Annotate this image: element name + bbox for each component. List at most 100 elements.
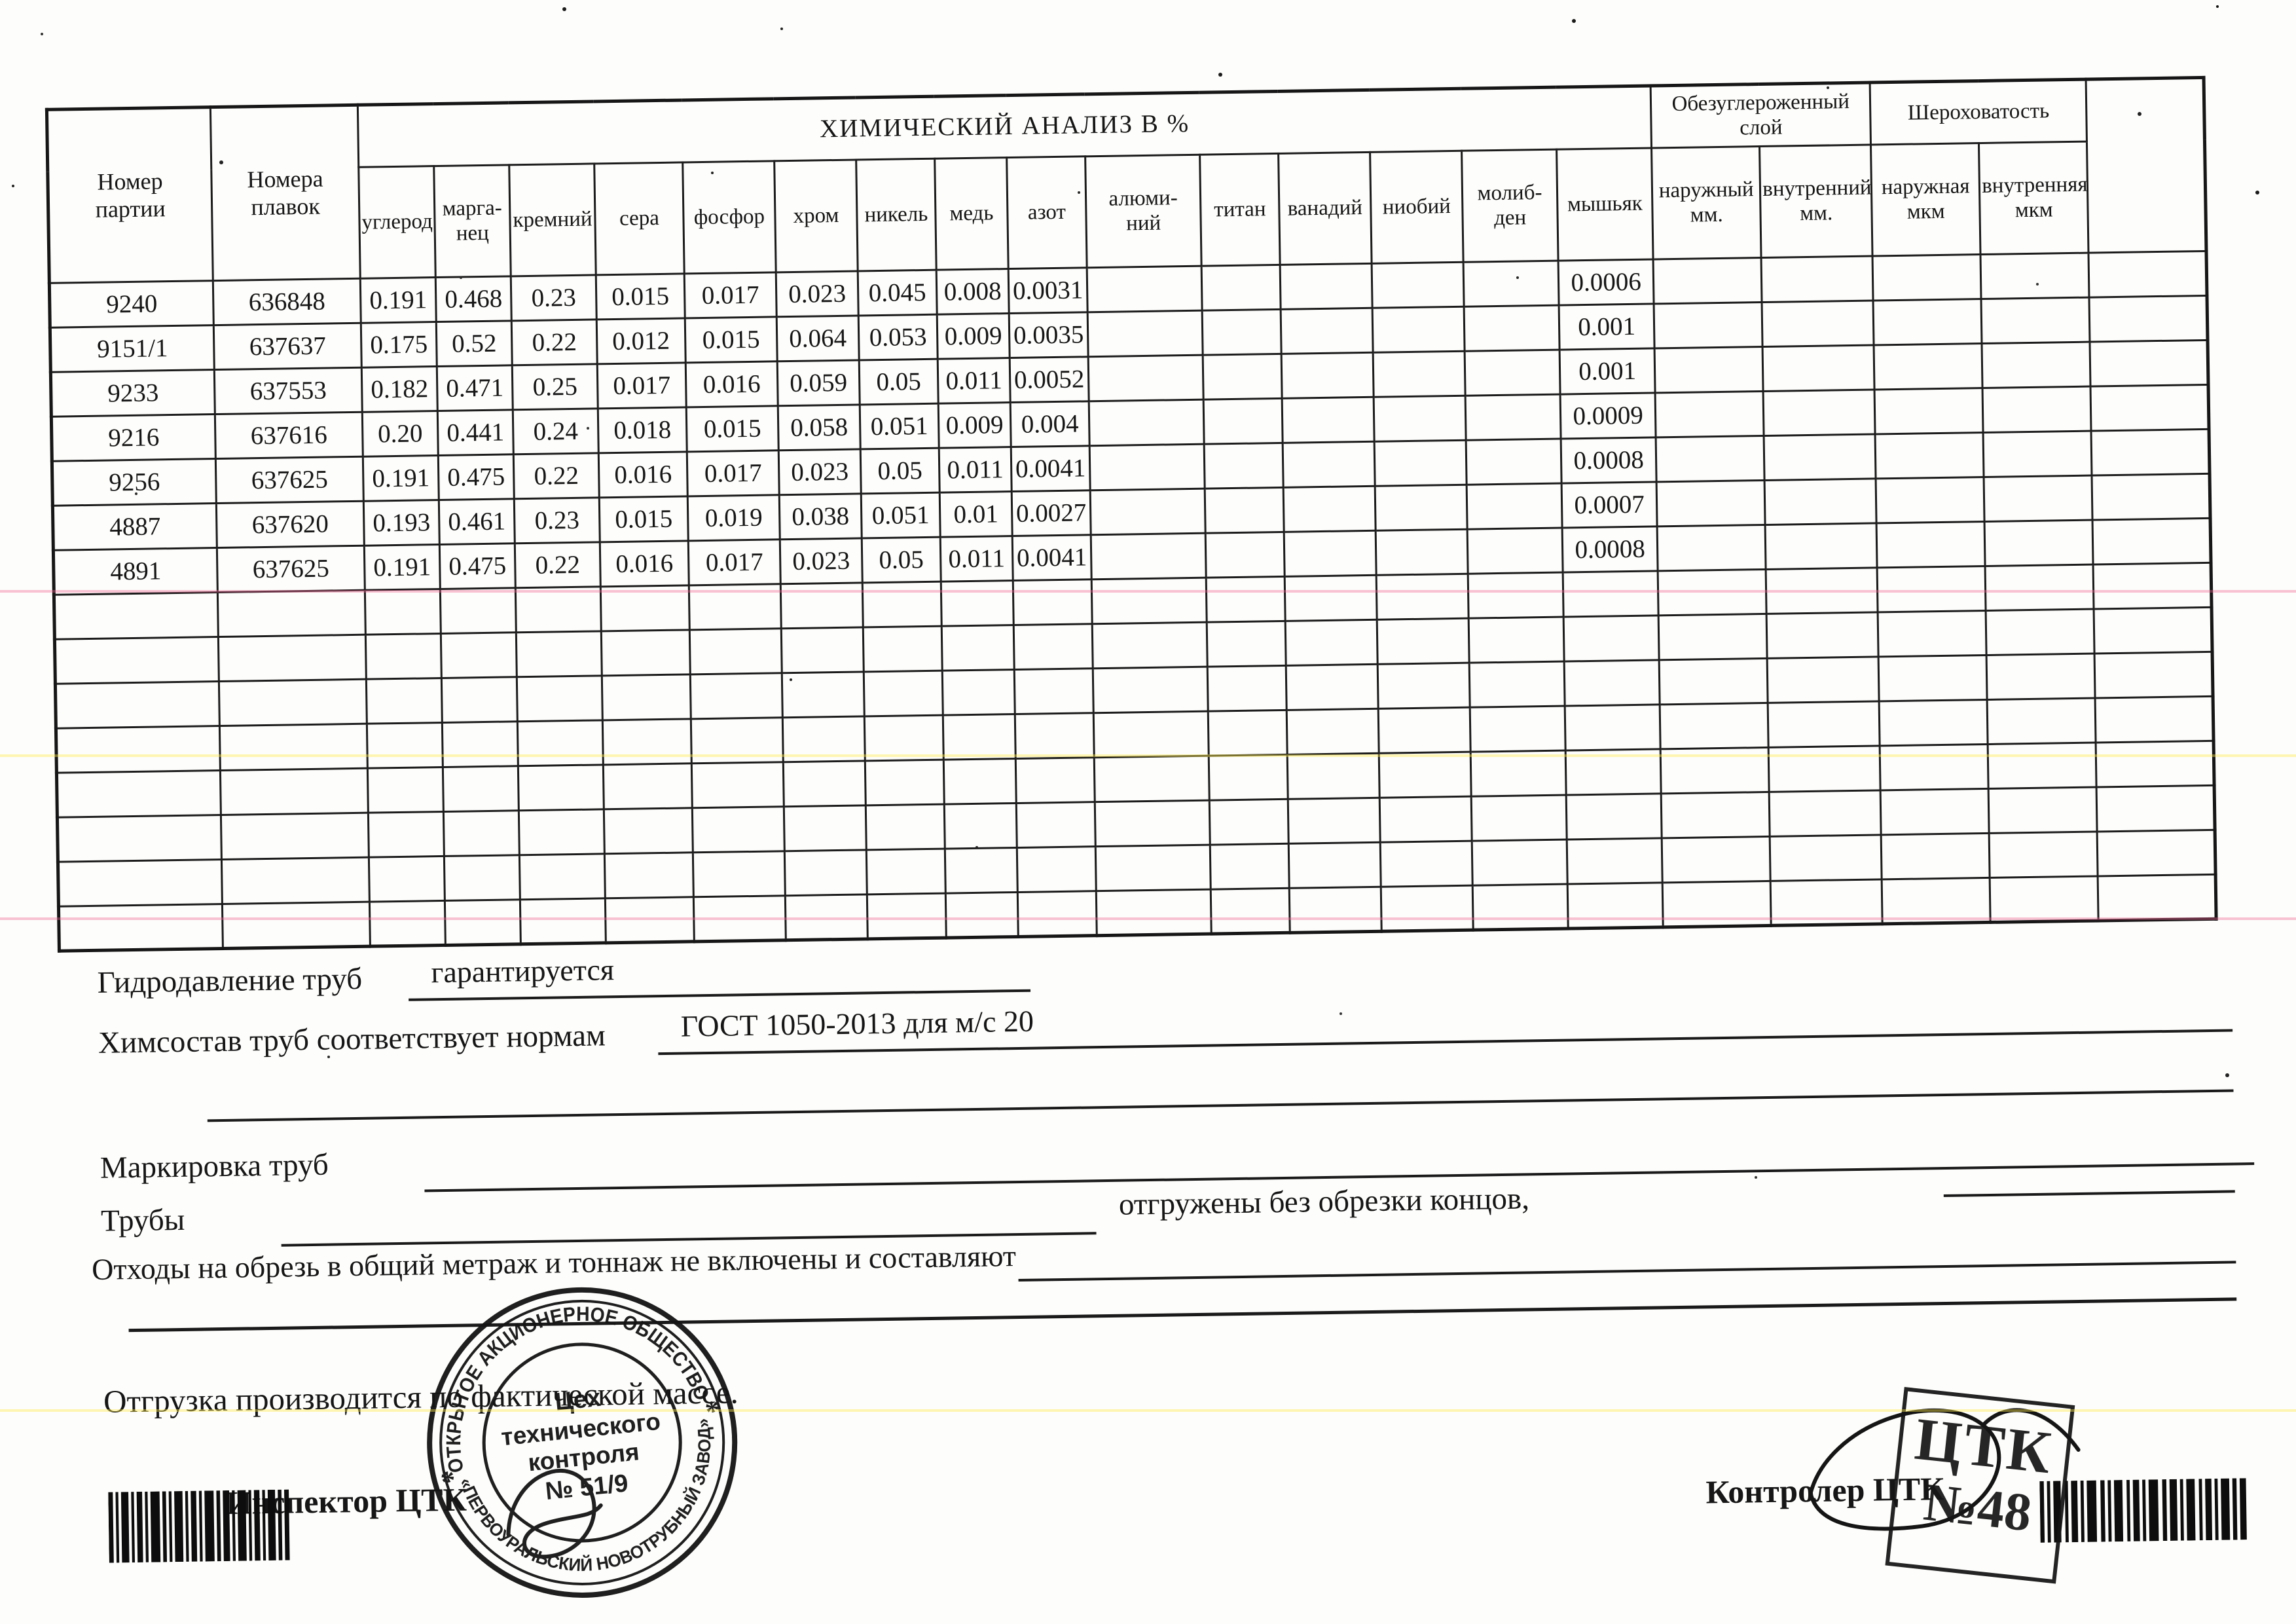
table-cell <box>1289 887 1382 933</box>
table-cell <box>602 674 691 720</box>
table-cell <box>1376 574 1469 620</box>
table-cell <box>1982 386 2092 433</box>
table-cell: 0.011 <box>939 447 1012 493</box>
table-cell <box>2091 429 2210 476</box>
pipes-shipped-note: отгружены без обрезки концов, <box>1118 1181 1530 1222</box>
table-cell <box>54 592 219 640</box>
col-header-nitrogen: азот <box>1006 156 1087 269</box>
table-cell <box>1283 441 1376 488</box>
table-cell: 0.017 <box>687 450 780 496</box>
table-cell <box>517 720 604 766</box>
table-cell <box>2092 518 2212 565</box>
waste-underline <box>1018 1261 2236 1282</box>
table-cell <box>1206 576 1286 623</box>
table-cell <box>780 582 864 629</box>
table-cell <box>1764 434 1876 481</box>
table-cell <box>57 815 222 862</box>
table-cell: 0.05 <box>859 359 939 405</box>
table-cell: 0.24 <box>513 408 599 454</box>
table-cell <box>221 813 369 860</box>
table-cell <box>601 629 691 676</box>
table-cell: 0.059 <box>777 360 860 406</box>
blank-line-1 <box>207 1089 2234 1122</box>
table-cell <box>1985 564 2094 611</box>
table-cell <box>1094 756 1210 802</box>
table-cell <box>1092 622 1208 669</box>
table-cell: 0.0006 <box>1558 259 1654 306</box>
table-cell <box>2088 251 2208 298</box>
table-cell <box>1472 884 1569 931</box>
table-cell <box>1372 306 1465 353</box>
group-header-roughness: Шероховатость <box>1870 79 2087 145</box>
col-header-phosphorus: фосфор <box>682 160 776 274</box>
table-cell <box>1016 802 1096 848</box>
table-cell <box>783 760 866 807</box>
table-cell: 0.015 <box>686 405 779 452</box>
table-cell <box>691 762 784 808</box>
chem-standard-label: Химсостав труб соответствует нормам <box>98 1018 606 1060</box>
table-cell <box>862 581 942 627</box>
col-header-arsenic: мышьяк <box>1556 147 1654 261</box>
table-cell: 0.0052 <box>1010 356 1089 403</box>
waste-label: Отходы на обрезь в общий метраж и тоннаж… <box>91 1239 1017 1287</box>
table-cell <box>1877 566 1986 612</box>
table-body: 9240 636848 0.191 0.468 0.23 0.015 0.017 0.023 0… <box>49 251 2217 951</box>
table-cell <box>1470 706 1566 752</box>
table-cell <box>1372 262 1465 308</box>
table-cell: 9216 <box>51 414 216 462</box>
table-cell <box>1377 618 1470 665</box>
table-cell: 0.015 <box>596 273 685 320</box>
table-cell <box>2094 652 2214 699</box>
barcode-left <box>108 1489 290 1563</box>
table-cell <box>1211 888 1290 934</box>
table-cell <box>1653 257 1762 304</box>
table-cell <box>1983 431 2092 477</box>
table-cell <box>1770 834 1882 881</box>
table-cell <box>518 764 604 811</box>
table-cell <box>1466 439 1562 485</box>
col-header-titanium: титан <box>1199 153 1281 267</box>
table-cell <box>693 851 786 897</box>
table-cell <box>1660 747 1770 794</box>
table-cell: 0.053 <box>858 314 938 360</box>
table-cell <box>1874 388 1984 434</box>
table-cell <box>1376 529 1468 576</box>
table-cell <box>219 679 367 726</box>
table-cell <box>1984 520 2094 566</box>
table-cell <box>2089 295 2208 342</box>
table-cell <box>515 586 602 633</box>
table-cell <box>1202 309 1282 356</box>
table-cell: 0.038 <box>779 493 862 540</box>
table-cell <box>941 625 1015 671</box>
table-cell <box>1767 656 1880 703</box>
table-cell <box>1207 621 1286 667</box>
table-cell <box>1563 615 1660 662</box>
table-cell <box>1655 391 1764 437</box>
table-cell <box>1204 443 1284 489</box>
table-cell <box>1467 483 1563 530</box>
table-cell: 4891 <box>53 547 218 595</box>
table-cell <box>1464 305 1560 352</box>
table-cell <box>220 768 369 815</box>
table-cell <box>56 726 221 773</box>
table-cell: 0.191 <box>363 455 439 502</box>
table-cell: 0.016 <box>600 540 689 587</box>
table-cell <box>784 849 867 896</box>
table-cell: 0.023 <box>776 270 859 317</box>
table-cell <box>222 902 371 949</box>
table-cell <box>1087 310 1203 357</box>
table-cell <box>1659 658 1768 705</box>
table-cell: 0.017 <box>597 362 687 409</box>
table-cell <box>1013 579 1093 625</box>
pipes-label: Трубы <box>100 1202 185 1238</box>
table-cell <box>1873 299 1982 345</box>
table-cell <box>517 675 603 722</box>
table-cell <box>1989 831 2098 878</box>
table-cell <box>1662 836 1771 883</box>
table-cell <box>367 767 444 813</box>
stamp-outer-circle <box>427 1287 738 1598</box>
table-cell <box>1468 617 1565 663</box>
table-cell: 0.461 <box>439 498 515 545</box>
table-cell <box>1209 754 1288 801</box>
